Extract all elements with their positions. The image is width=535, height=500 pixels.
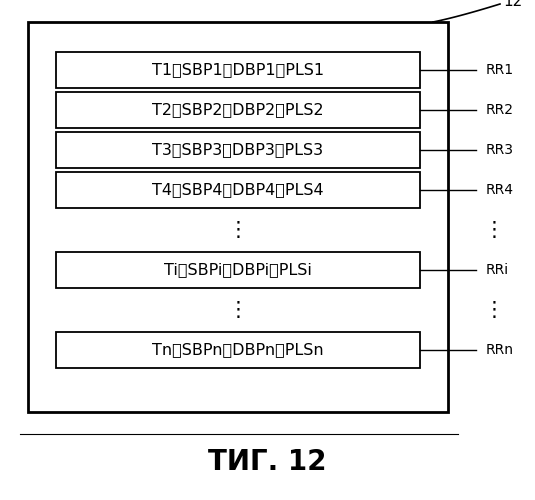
Text: ⋮: ⋮ xyxy=(484,220,505,240)
Text: T4、SBP4、DBP4、PLS4: T4、SBP4、DBP4、PLS4 xyxy=(152,182,324,198)
Bar xyxy=(28,22,448,412)
Bar xyxy=(56,92,420,128)
Text: RRi: RRi xyxy=(486,263,509,277)
Text: RR2: RR2 xyxy=(486,103,514,117)
Text: ΤИГ. 12: ΤИГ. 12 xyxy=(208,448,327,476)
Text: RRn: RRn xyxy=(486,343,514,357)
Text: T2、SBP2、DBP2、PLS2: T2、SBP2、DBP2、PLS2 xyxy=(152,102,324,118)
Bar xyxy=(56,52,420,88)
Text: Ti、SBPi、DBPi、PLSi: Ti、SBPi、DBPi、PLSi xyxy=(164,262,312,278)
Text: Tn、SBPn、DBPn、PLSn: Tn、SBPn、DBPn、PLSn xyxy=(152,342,324,357)
Text: RR3: RR3 xyxy=(486,143,514,157)
Text: ⋮: ⋮ xyxy=(484,300,505,320)
Bar xyxy=(56,252,420,288)
Text: RR1: RR1 xyxy=(486,63,514,77)
Bar xyxy=(56,172,420,208)
Text: RR4: RR4 xyxy=(486,183,514,197)
Text: T3、SBP3、DBP3、PLS3: T3、SBP3、DBP3、PLS3 xyxy=(152,142,324,158)
Bar xyxy=(56,332,420,368)
Text: T1、SBP1、DBP1、PLS1: T1、SBP1、DBP1、PLS1 xyxy=(152,62,324,78)
Text: ⋮: ⋮ xyxy=(227,220,248,240)
Text: ⋮: ⋮ xyxy=(227,300,248,320)
Text: 12: 12 xyxy=(503,0,522,10)
Bar xyxy=(56,132,420,168)
